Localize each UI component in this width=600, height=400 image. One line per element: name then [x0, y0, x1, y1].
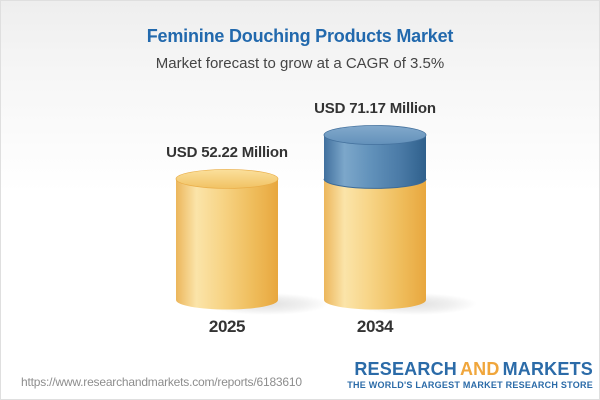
logo-word-markets: MARKETS — [502, 359, 593, 379]
cylinder-base-segment-2025 — [176, 178, 278, 310]
logo-wordmark: RESEARCH AND MARKETS — [347, 360, 593, 379]
report-url: https://www.researchandmarkets.com/repor… — [21, 375, 302, 389]
category-label-2025: 2025 — [208, 317, 246, 336]
logo-word-and: AND — [459, 359, 500, 379]
chart-header: Feminine Douching Products Market Market… — [1, 1, 599, 73]
logo-tagline: THE WORLD'S LARGEST MARKET RESEARCH STOR… — [347, 380, 593, 390]
value-label-2034: USD 71.17 Million — [314, 100, 436, 117]
segment-junction-line-2034 — [323, 178, 427, 189]
chart-title: Feminine Douching Products Market — [146, 26, 454, 46]
category-label-2034: 2034 — [356, 317, 394, 336]
cylinder-base-segment-2034 — [324, 178, 426, 310]
value-label-2025: USD 52.22 Million — [166, 144, 288, 161]
cylinder-top-2025 — [175, 169, 279, 189]
chart-subtitle: Market forecast to grow at a CAGR of 3.5… — [155, 55, 445, 72]
researchandmarkets-logo: RESEARCH AND MARKETS THE WORLD'S LARGEST M… — [347, 360, 593, 391]
cylinder-top-2034 — [323, 125, 427, 145]
cylinder-growth-segment-2034 — [324, 135, 426, 189]
logo-word-research: RESEARCH — [354, 359, 457, 379]
